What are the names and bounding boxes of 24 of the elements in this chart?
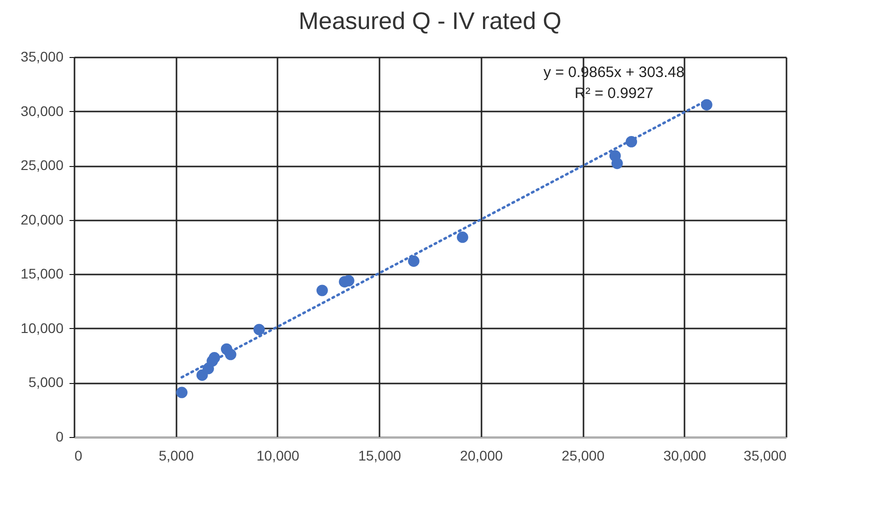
point [456,232,468,243]
y-tick-label: 25,000 [20,157,64,174]
x-tick-label: 20,000 [460,448,503,464]
point [316,284,328,296]
x-tick-label: 10,000 [256,448,300,464]
x-tick-label: 35,000 [744,448,787,464]
point [408,255,420,267]
x-tick-label: 0 [74,448,82,464]
y-tick-label: 15,000 [20,266,64,282]
x-tick-label: 30,000 [663,448,706,464]
y-tick-label: 0 [56,428,64,444]
point [700,99,712,110]
y-tick-label: 5,000 [28,374,64,390]
x-tick-label: 15,000 [358,448,402,464]
y-tick-label: 30,000 [20,102,64,119]
y-tick-label: 20,000 [20,211,64,228]
x-tick-label: 25,000 [562,448,605,464]
y-tick-label: 35,000 [20,48,64,64]
y-tick-label: 10,000 [20,320,64,336]
point [253,324,265,336]
point [176,386,188,398]
x-tick-label: 5,000 [158,448,194,464]
point [611,158,623,170]
chart-title: Measured Q - IV rated Q [298,8,562,35]
